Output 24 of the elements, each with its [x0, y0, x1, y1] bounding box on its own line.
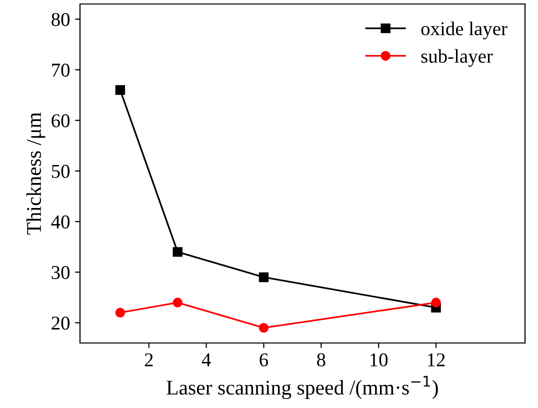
y-tick-label: 40	[51, 215, 70, 229]
y-tick-label: 70	[52, 64, 70, 77]
x-tick-label: 8	[317, 353, 326, 366]
y-tick-label: 20	[52, 316, 70, 330]
point	[172, 247, 182, 257]
point	[431, 298, 441, 308]
point	[115, 308, 126, 318]
x-axis-title: Laser scanning speed /(mm·s$^{−1}$)	[166, 376, 438, 400]
point	[172, 298, 182, 308]
y-tick-label: 50	[52, 164, 70, 178]
x-tick-label: 6	[260, 353, 268, 366]
y-axis-title: Thickness /μm	[26, 112, 46, 235]
point	[258, 272, 269, 282]
y-tick-label: 60	[52, 114, 70, 128]
point	[115, 85, 126, 95]
x-tick-label: 4	[202, 353, 211, 366]
legend-label: oxide layer	[421, 22, 508, 40]
point	[258, 322, 269, 333]
x-tick-label: 2	[144, 353, 153, 366]
x-tick-label: 12	[428, 353, 445, 366]
y-tick-label: 80	[52, 12, 70, 26]
y-tick-label: 30	[52, 266, 70, 280]
x-tick-label: 10	[370, 353, 388, 366]
legend-label: sub-layer	[421, 49, 493, 67]
